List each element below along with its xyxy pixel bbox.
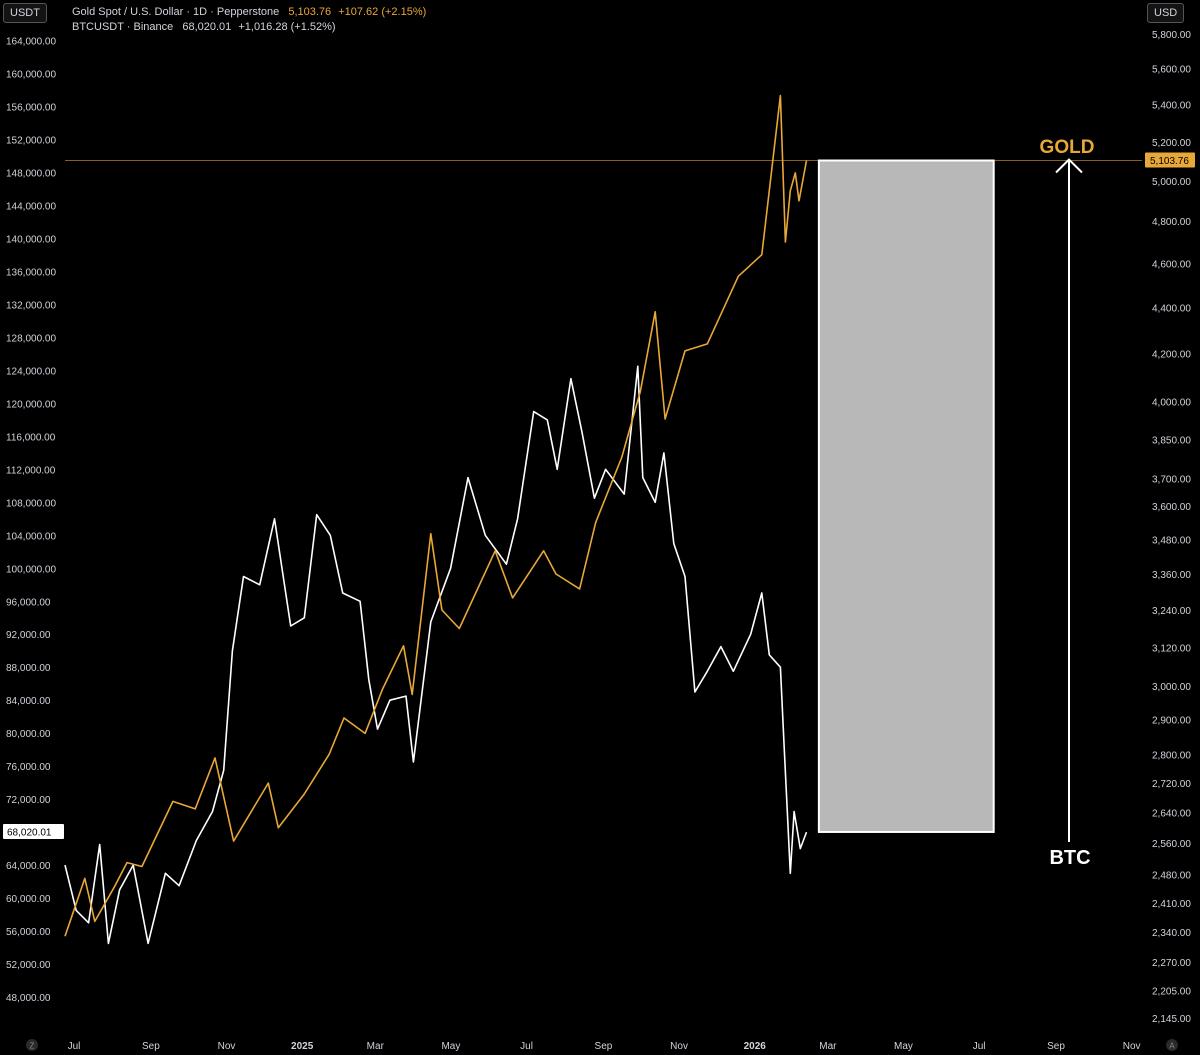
btc-symbol: BTCUSDT · Binance — [72, 21, 174, 33]
right-axis-tick-14: 3,360.00 — [1152, 570, 1191, 581]
right-axis-tick-25: 5,200.00 — [1152, 138, 1191, 149]
btc-legend[interactable]: BTCUSDT · Binance 68,020.01 +1,016.28 (+… — [72, 21, 336, 33]
gold-last-price-label: 5,103.76 — [1150, 156, 1189, 167]
x-axis-label-13: Sep — [1047, 1041, 1065, 1052]
btc-last-price-badge — [3, 823, 64, 839]
left-axis-tick-26: 152,000.00 — [6, 136, 56, 147]
btc-last-price-label: 68,020.01 — [7, 827, 52, 838]
x-axis-label-1: Sep — [142, 1041, 160, 1052]
right-axis-tick-20: 4,200.00 — [1152, 349, 1191, 360]
x-axis-label-2: Nov — [218, 1041, 236, 1052]
left-axis-tick-17: 116,000.00 — [6, 432, 56, 443]
left-axis-tick-0: 48,000.00 — [6, 993, 51, 1004]
x-axis-label-7: Sep — [595, 1041, 613, 1052]
right-axis-tick-11: 3,000.00 — [1152, 682, 1191, 693]
right-axis-tick-24: 5,000.00 — [1152, 177, 1191, 188]
left-axis-tick-10: 88,000.00 — [6, 663, 51, 674]
x-axis-label-14: Nov — [1123, 1041, 1141, 1052]
left-axis-tick-27: 156,000.00 — [6, 103, 56, 114]
btc-annotation-label: BTC — [1049, 847, 1090, 869]
right-axis-tick-7: 2,640.00 — [1152, 809, 1191, 820]
x-axis-label-12: Jul — [973, 1041, 986, 1052]
left-axis-tick-18: 120,000.00 — [6, 399, 56, 410]
right-axis-tick-16: 3,600.00 — [1152, 502, 1191, 513]
gold-price: 5,103.76 — [288, 6, 332, 18]
gold-change: +107.62 (+2.15%) — [338, 6, 427, 18]
left-axis-tick-28: 160,000.00 — [6, 70, 56, 81]
right-axis-tick-1: 2,205.00 — [1152, 987, 1191, 998]
left-axis-tick-25: 148,000.00 — [6, 169, 56, 180]
btc-change: +1,016.28 (+1.52%) — [238, 21, 336, 33]
projection-box — [817, 159, 995, 833]
gold-legend[interactable]: Gold Spot / U.S. Dollar · 1D · Peppersto… — [72, 6, 426, 18]
left-axis-tick-13: 100,000.00 — [6, 564, 56, 575]
right-axis-tick-3: 2,340.00 — [1152, 928, 1191, 939]
right-axis-tick-0: 2,145.00 — [1152, 1014, 1191, 1025]
left-axis-tick-22: 136,000.00 — [6, 267, 56, 278]
gold-series-line[interactable] — [64, 94, 808, 937]
auto-scale-icon-label: A — [1169, 1042, 1175, 1051]
x-axis-label-11: May — [894, 1041, 913, 1052]
gold-annotation-label: GOLD — [1040, 137, 1095, 158]
left-axis-tick-11: 92,000.00 — [6, 630, 51, 641]
gold-last-price-badge — [1145, 152, 1195, 168]
left-axis-tick-9: 84,000.00 — [6, 696, 51, 707]
left-axis-tick-15: 108,000.00 — [6, 498, 56, 509]
left-axis-tick-6: 72,000.00 — [6, 795, 51, 806]
x-axis-label-9: 2026 — [744, 1041, 767, 1052]
right-axis-tick-19: 4,000.00 — [1152, 398, 1191, 409]
right-axis-tick-6: 2,560.00 — [1152, 839, 1191, 850]
right-axis-tick-21: 4,400.00 — [1152, 303, 1191, 314]
left-unit-badge[interactable]: USDT — [3, 3, 47, 23]
x-axis-label-6: Jul — [520, 1041, 533, 1052]
right-axis-tick-13: 3,240.00 — [1152, 606, 1191, 617]
left-axis-tick-16: 112,000.00 — [6, 465, 56, 476]
left-axis-tick-23: 140,000.00 — [6, 234, 56, 245]
left-axis-tick-24: 144,000.00 — [6, 202, 56, 213]
x-axis-label-0: Jul — [68, 1041, 81, 1052]
right-axis-tick-8: 2,720.00 — [1152, 779, 1191, 790]
right-axis-tick-17: 3,700.00 — [1152, 475, 1191, 486]
right-unit-badge[interactable]: USD — [1147, 3, 1185, 23]
x-axis-label-10: Mar — [819, 1041, 837, 1052]
left-axis-tick-7: 76,000.00 — [6, 762, 51, 773]
right-axis-tick-23: 4,800.00 — [1152, 217, 1191, 228]
right-axis-tick-4: 2,410.00 — [1152, 899, 1191, 910]
right-axis-tick-26: 5,400.00 — [1152, 101, 1191, 112]
auto-scale-icon[interactable] — [1166, 1039, 1178, 1051]
right-axis-tick-9: 2,800.00 — [1152, 750, 1191, 761]
left-axis-tick-1: 52,000.00 — [6, 960, 51, 971]
right-axis-tick-5: 2,480.00 — [1152, 870, 1191, 881]
left-axis-tick-8: 80,000.00 — [6, 729, 51, 740]
left-axis-tick-19: 124,000.00 — [6, 366, 56, 377]
right-axis-tick-27: 5,600.00 — [1152, 65, 1191, 76]
left-axis-tick-4: 64,000.00 — [6, 861, 51, 872]
left-axis-tick-2: 56,000.00 — [6, 927, 51, 938]
right-axis-tick-10: 2,900.00 — [1152, 716, 1191, 727]
left-axis-tick-12: 96,000.00 — [6, 597, 51, 608]
btc-price: 68,020.01 — [182, 21, 232, 33]
arrow-head-icon — [1055, 158, 1083, 174]
right-axis-tick-2: 2,270.00 — [1152, 958, 1191, 969]
left-axis-tick-29: 164,000.00 — [6, 37, 56, 48]
x-axis-label-5: May — [441, 1041, 460, 1052]
x-axis-label-3: 2025 — [291, 1041, 314, 1052]
x-axis-label-4: Mar — [367, 1041, 385, 1052]
timezone-icon[interactable] — [26, 1039, 38, 1051]
gold-symbol: Gold Spot / U.S. Dollar · 1D · Peppersto… — [72, 6, 280, 18]
right-axis-tick-12: 3,120.00 — [1152, 643, 1191, 654]
btc-series-line[interactable] — [64, 365, 808, 945]
right-axis-tick-28: 5,800.00 — [1152, 30, 1191, 41]
x-axis-label-8: Nov — [670, 1041, 688, 1052]
left-axis-tick-21: 132,000.00 — [6, 300, 56, 311]
right-axis-tick-18: 3,850.00 — [1152, 435, 1191, 446]
left-axis-tick-20: 128,000.00 — [6, 333, 56, 344]
left-axis-tick-14: 104,000.00 — [6, 531, 56, 542]
left-axis-tick-3: 60,000.00 — [6, 894, 51, 905]
right-axis-tick-22: 4,600.00 — [1152, 259, 1191, 270]
right-axis-tick-15: 3,480.00 — [1152, 535, 1191, 546]
timezone-icon-label: Z — [30, 1042, 35, 1051]
